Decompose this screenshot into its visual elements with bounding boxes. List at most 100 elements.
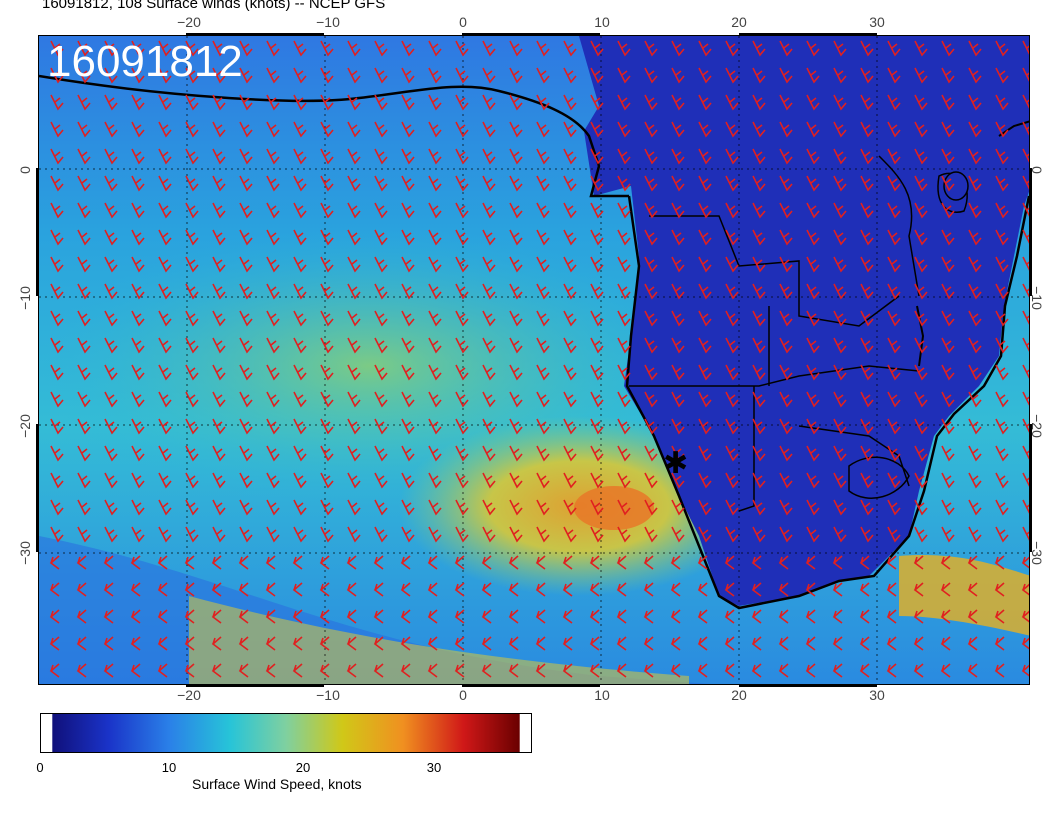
wind-barb	[563, 526, 577, 543]
wind-barb	[293, 202, 307, 219]
wind-barb	[995, 175, 1009, 192]
wind-barb	[535, 636, 546, 651]
wind-barb	[886, 636, 897, 651]
wind-barb	[158, 310, 172, 327]
wind-barb	[752, 94, 766, 111]
wind-barb	[779, 337, 793, 354]
wind-barb	[77, 256, 91, 273]
wind-barb	[644, 472, 658, 489]
coastline	[998, 120, 1029, 137]
wind-barb	[670, 582, 681, 597]
wind-barb	[590, 67, 604, 84]
wind-barb	[914, 310, 928, 327]
wind-barb	[374, 418, 388, 435]
wind-barb	[401, 148, 415, 165]
wind-barb	[374, 391, 388, 408]
wind-barb	[293, 283, 307, 300]
wind-barb	[832, 609, 843, 624]
wind-barb	[1022, 391, 1029, 406]
wind-barb	[535, 555, 546, 570]
wind-barb	[428, 40, 442, 57]
wind-barb	[671, 310, 685, 327]
wind-barb	[860, 256, 874, 273]
wind-barb	[940, 636, 951, 651]
wind-barb	[563, 364, 577, 381]
wind-barb	[185, 445, 199, 462]
wind-barb	[130, 663, 141, 678]
colorbar-tick: 0	[36, 760, 44, 775]
wind-barb	[454, 609, 465, 624]
wind-barb	[860, 499, 874, 516]
wind-barb	[347, 40, 361, 57]
wind-barb	[832, 555, 843, 570]
wind-barb	[698, 40, 712, 57]
wind-barb	[589, 609, 600, 624]
wind-barb	[104, 364, 118, 381]
wind-barb	[211, 609, 222, 624]
wind-barb	[212, 526, 226, 543]
wind-barb	[779, 148, 793, 165]
wind-barb	[455, 526, 469, 543]
wind-barb	[428, 148, 442, 165]
wind-barb	[239, 40, 253, 57]
wind-barb	[859, 636, 870, 651]
wind-barb	[455, 202, 469, 219]
wind-barb	[347, 229, 361, 246]
wind-barb	[184, 582, 195, 597]
wind-barb	[590, 364, 604, 381]
wind-barb	[563, 445, 577, 462]
wind-barb	[50, 202, 64, 219]
wind-barb	[347, 337, 361, 354]
wind-barb	[401, 526, 415, 543]
wind-barb	[266, 148, 280, 165]
wind-barb	[320, 526, 334, 543]
wind-barb	[401, 67, 415, 84]
wind-barb	[239, 310, 253, 327]
wind-barb	[374, 148, 388, 165]
wind-barb	[806, 175, 820, 192]
wind-barb	[455, 175, 469, 192]
frame-bar	[462, 683, 600, 687]
wind-barb	[185, 67, 199, 84]
wind-barb	[131, 310, 145, 327]
wind-barb	[158, 418, 172, 435]
wind-barb	[968, 121, 982, 138]
colorbar-label: Surface Wind Speed, knots	[192, 776, 362, 792]
wind-barb	[76, 609, 87, 624]
lat-tick-left: −30	[17, 541, 33, 565]
wind-barb	[968, 94, 982, 111]
wind-barb	[347, 445, 361, 462]
wind-barb	[50, 337, 64, 354]
wind-barb	[644, 418, 658, 435]
wind-barb	[995, 310, 1009, 327]
wind-barb	[806, 229, 820, 246]
wind-barb	[725, 67, 739, 84]
wind-barb	[995, 499, 1009, 516]
wind-barb	[590, 121, 604, 138]
wind-barb	[644, 364, 658, 381]
colorbar-tick: 20	[295, 760, 311, 775]
wind-barb	[509, 283, 523, 300]
wind-barb	[563, 418, 577, 435]
wind-barb	[401, 364, 415, 381]
wind-barb	[509, 229, 523, 246]
wind-barb	[590, 391, 604, 408]
wind-barb	[239, 337, 253, 354]
wind-barb	[752, 499, 766, 516]
map-title: 16091812, 108 Surface winds (knots) -- N…	[42, 0, 386, 12]
wind-barb	[104, 472, 118, 489]
wind-barb	[725, 40, 739, 57]
wind-barb	[644, 283, 658, 300]
wind-barb	[76, 636, 87, 651]
wind-barb	[428, 175, 442, 192]
wind-barb	[1022, 121, 1029, 136]
wind-barb	[806, 391, 820, 408]
wind-barb	[400, 663, 411, 678]
wind-barb	[698, 283, 712, 300]
wind-barb	[590, 283, 604, 300]
wind-barb	[671, 472, 685, 489]
wind-barb	[806, 148, 820, 165]
wind-barb	[293, 40, 307, 57]
wind-barb	[725, 391, 739, 408]
wind-barb	[887, 175, 901, 192]
